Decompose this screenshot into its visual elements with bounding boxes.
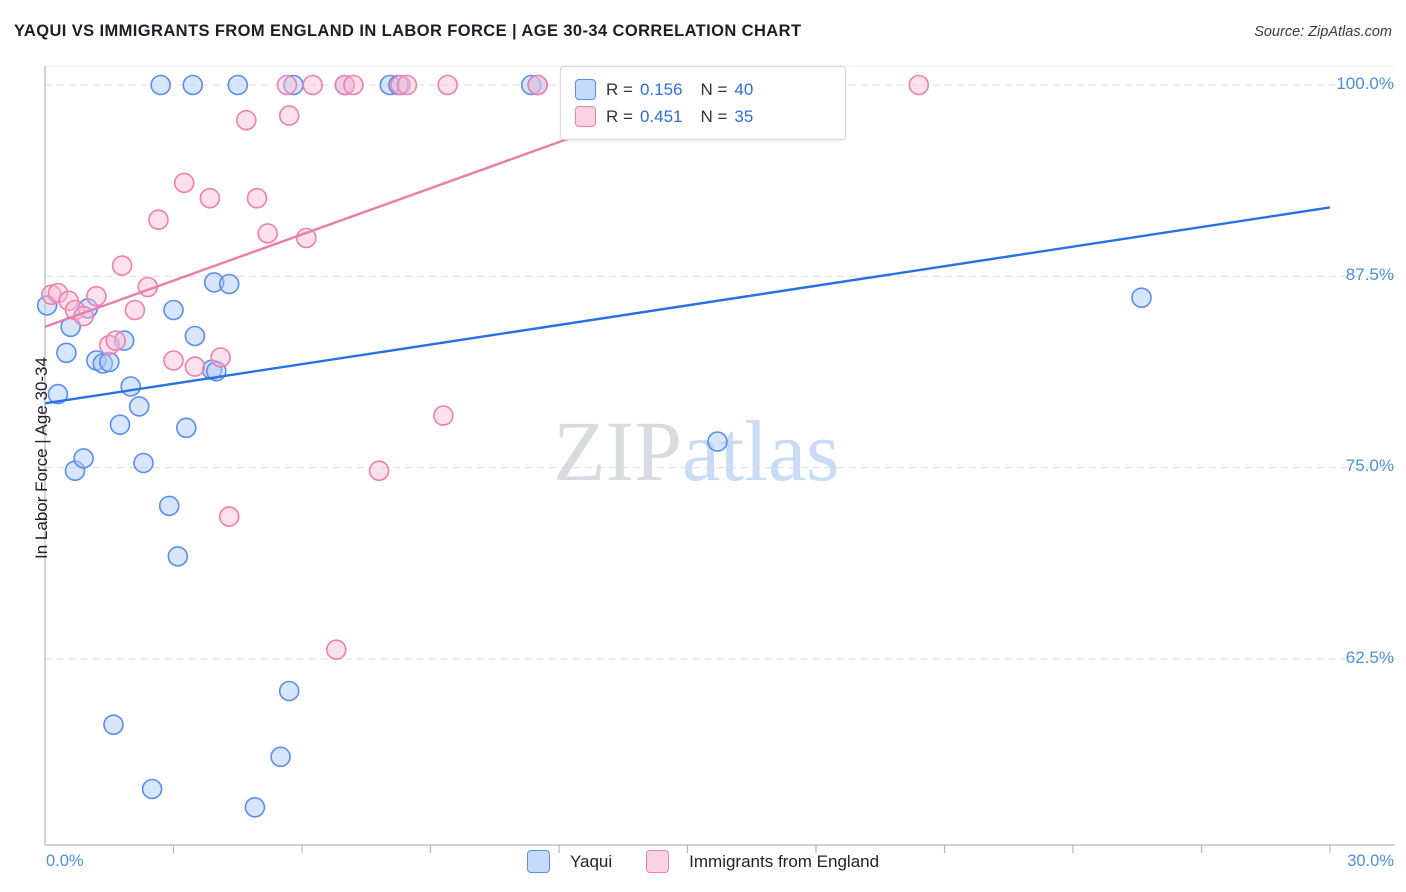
scatter-point-series-1 xyxy=(124,299,146,321)
scatter-point-series-0 xyxy=(109,414,131,436)
scatter-point-series-0 xyxy=(133,452,154,474)
england-legend-swatch xyxy=(575,106,596,127)
r-value-yaqui: 0.156 xyxy=(639,79,683,99)
y-tick-100: 100.0% xyxy=(1336,74,1394,93)
scatter-point-series-1 xyxy=(246,187,268,209)
scatter-point-series-1 xyxy=(527,74,548,96)
scatter-point-series-0 xyxy=(47,383,69,405)
scatter-point-series-1 xyxy=(86,285,107,307)
scatter-point-series-0 xyxy=(56,342,77,364)
scatter-point-series-0 xyxy=(520,74,542,96)
series-legend: Yaqui Immigrants from England xyxy=(0,850,1406,873)
page-title: YAQUI VS IMMIGRANTS FROM ENGLAND IN LABO… xyxy=(14,22,802,40)
england-swatch xyxy=(646,850,670,873)
scatter-point-series-0 xyxy=(150,74,171,96)
watermark-atlas: atlas xyxy=(682,403,840,499)
scatter-point-series-1 xyxy=(343,74,364,96)
x-axis-max-label: 30.0% xyxy=(1347,852,1394,870)
scatter-point-series-0 xyxy=(128,396,150,417)
scatter-point-series-1 xyxy=(111,255,133,276)
correlation-legend: R = 0.156 N = 40 R = 0.451 N = 35 xyxy=(560,66,846,140)
scatter-point-series-0 xyxy=(278,680,300,702)
scatter-point-series-1 xyxy=(908,74,930,96)
scatter-point-series-1 xyxy=(236,109,257,131)
scatter-point-series-1 xyxy=(334,74,356,96)
trend-line-series-0 xyxy=(45,206,1331,405)
n-value-england: 35 xyxy=(734,106,754,126)
legend-item-england: Immigrants from England xyxy=(646,850,879,873)
scatter-point-series-1 xyxy=(173,172,195,194)
scatter-point-series-0 xyxy=(707,431,728,452)
scatter-point-series-1 xyxy=(184,356,206,377)
yaqui-legend-swatch xyxy=(575,79,596,100)
scatter-point-series-1 xyxy=(199,187,221,209)
watermark-zip: ZIP xyxy=(553,403,682,499)
scatter-point-series-0 xyxy=(158,495,180,517)
scatter-point-series-1 xyxy=(257,223,279,244)
scatter-point-series-0 xyxy=(184,325,206,347)
scatter-point-series-0 xyxy=(227,74,249,96)
scatter-point-series-1 xyxy=(295,227,317,249)
scatter-point-series-1 xyxy=(210,347,231,368)
scatter-point-series-1 xyxy=(302,74,324,96)
legend-row-yaqui: R = 0.156 N = 40 xyxy=(575,76,831,103)
yaqui-swatch xyxy=(526,850,550,873)
legend-item-yaqui: Yaqui xyxy=(526,850,613,873)
r-value-england: 0.451 xyxy=(639,106,683,126)
scatter-point-series-0 xyxy=(120,376,141,397)
scatter-point-series-0 xyxy=(1131,287,1152,309)
scatter-point-series-0 xyxy=(92,353,114,374)
y-tick-87-5: 87.5% xyxy=(1345,265,1394,284)
n-label: N = xyxy=(700,106,728,126)
scatter-point-series-0 xyxy=(141,778,163,800)
scatter-point-series-1 xyxy=(105,330,126,351)
scatter-point-series-0 xyxy=(203,272,225,293)
y-tick-62-5: 62.5% xyxy=(1345,648,1394,667)
scatter-point-series-0 xyxy=(99,351,120,373)
scatter-point-series-0 xyxy=(176,417,197,439)
scatter-point-series-0 xyxy=(218,273,240,295)
scatter-point-series-0 xyxy=(379,74,401,96)
scatter-point-series-0 xyxy=(73,448,94,469)
scatter-point-series-1 xyxy=(148,209,169,230)
scatter-point-series-1 xyxy=(368,460,390,482)
header: YAQUI VS IMMIGRANTS FROM ENGLAND IN LABO… xyxy=(0,0,1406,56)
scatter-point-series-1 xyxy=(396,74,418,96)
legend-row-england: R = 0.451 N = 35 xyxy=(575,103,831,130)
scatter-point-series-0 xyxy=(103,714,124,736)
scatter-point-series-0 xyxy=(244,796,266,818)
scatter-point-series-1 xyxy=(47,282,69,304)
scatter-point-series-1 xyxy=(390,74,411,96)
yaqui-label: Yaqui xyxy=(569,851,613,871)
scatter-point-series-1 xyxy=(433,405,454,426)
scatter-point-series-0 xyxy=(182,74,204,96)
scatter-point-series-0 xyxy=(270,746,291,768)
scatter-point-series-1 xyxy=(325,639,347,661)
r-label: R = xyxy=(606,106,633,126)
n-value-yaqui: 40 xyxy=(734,79,754,99)
n-label: N = xyxy=(700,79,728,99)
y-axis-title: In Labor Force | Age 30-34 xyxy=(32,357,51,559)
scatter-point-series-0 xyxy=(167,546,189,567)
scatter-point-series-1 xyxy=(218,506,240,527)
scatter-point-series-1 xyxy=(278,105,300,126)
scatter-point-series-0 xyxy=(163,299,184,321)
y-tick-75: 75.0% xyxy=(1345,456,1394,475)
scatter-point-series-1 xyxy=(163,350,184,371)
x-axis-min-label: 0.0% xyxy=(46,852,84,870)
scatter-point-series-1 xyxy=(276,74,298,96)
r-label: R = xyxy=(606,79,633,99)
zipatlas-watermark: ZIPatlas xyxy=(553,408,840,494)
scatter-point-series-1 xyxy=(437,74,458,96)
source-label: Source: ZipAtlas.com xyxy=(1254,24,1392,40)
england-label: Immigrants from England xyxy=(689,851,880,871)
